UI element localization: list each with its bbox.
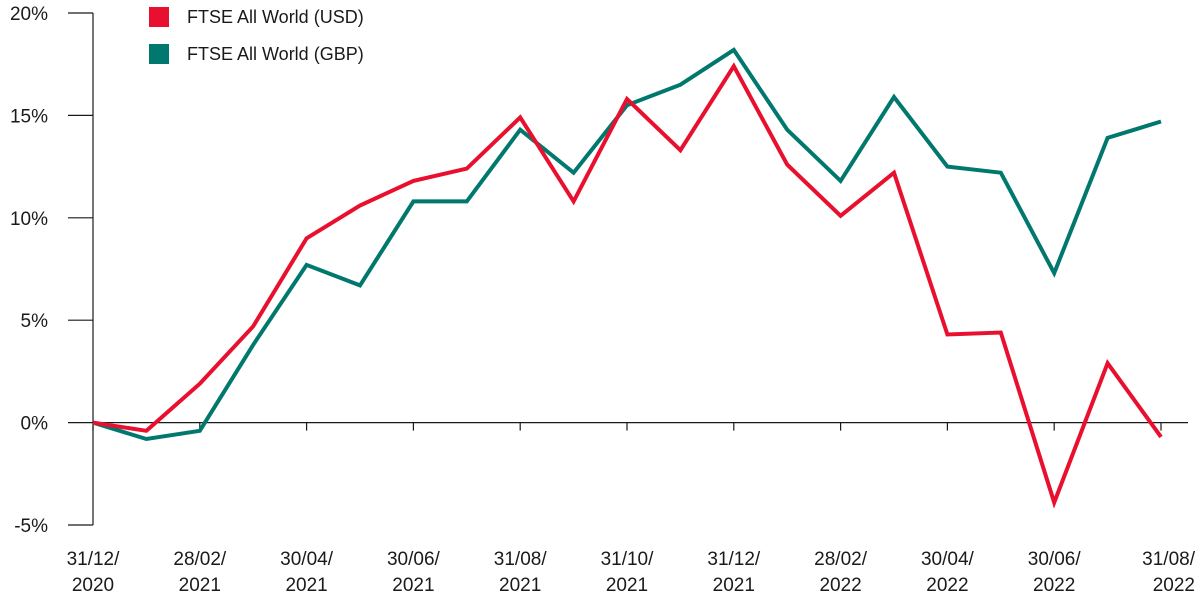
legend-label: FTSE All World (USD) <box>187 7 364 27</box>
x-tick-label-year: 2021 <box>606 575 648 595</box>
x-tick-label: 31/08/ <box>494 549 548 570</box>
x-tick-label: 30/06/ <box>387 549 441 570</box>
x-tick-label: 30/04/ <box>280 549 334 570</box>
x-tick-label: 31/08/ <box>1142 549 1196 570</box>
legend-swatch <box>149 7 169 27</box>
x-tick-label: 31/12/ <box>707 549 761 570</box>
y-tick-label: 20% <box>10 4 48 25</box>
x-tick-label-year: 2022 <box>1153 575 1195 595</box>
x-tick-label-year: 2021 <box>499 575 541 595</box>
chart-axes: -5% 0% 5% 10% 15% 20% 31/12/2020 28/02/2021 30/0… <box>10 4 1196 595</box>
x-tick-label-year: 2021 <box>285 575 327 595</box>
x-tick-label: 31/10/ <box>601 549 655 570</box>
x-tick-label-year: 2022 <box>1033 575 1075 595</box>
x-tick-label: 30/06/ <box>1028 549 1082 570</box>
legend-swatch <box>149 44 169 64</box>
y-tick-label: 0% <box>21 414 49 435</box>
x-tick-label-year: 2020 <box>72 575 114 595</box>
y-tick-label: 10% <box>10 209 48 230</box>
chart-legend: FTSE All World (USD) FTSE All World (GBP) <box>149 7 364 64</box>
x-tick-label-year: 2022 <box>926 575 968 595</box>
x-tick-label-year: 2021 <box>713 575 755 595</box>
x-tick-label-year: 2022 <box>819 575 861 595</box>
legend-label: FTSE All World (GBP) <box>187 44 364 64</box>
x-tick-label-year: 2021 <box>392 575 434 595</box>
y-tick-label: 15% <box>10 106 48 127</box>
x-tick-label-year: 2021 <box>179 575 221 595</box>
series-line-1 <box>92 47 1162 442</box>
y-tick-label: -5% <box>14 516 48 537</box>
series-line-0 <box>92 62 1163 509</box>
x-tick-label: 30/04/ <box>921 549 975 570</box>
series-layer <box>92 47 1163 509</box>
x-tick-label: 28/02/ <box>173 549 227 570</box>
x-tick-label: 28/02/ <box>814 549 868 570</box>
x-tick-label: 31/12/ <box>67 549 121 570</box>
y-tick-label: 5% <box>21 311 49 332</box>
